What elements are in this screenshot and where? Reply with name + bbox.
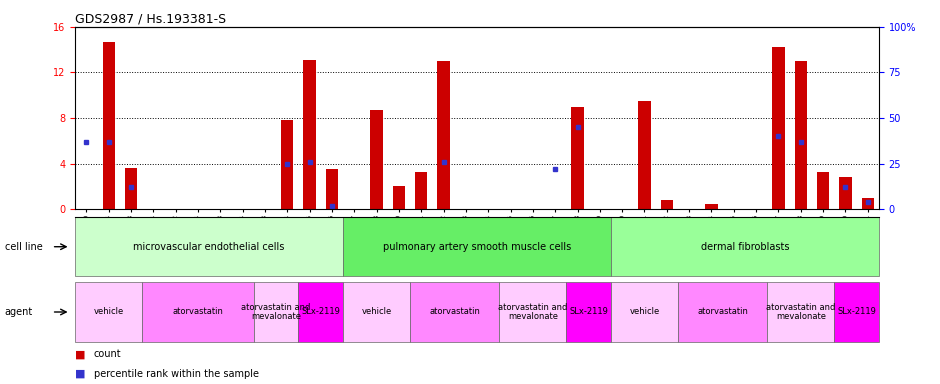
Text: vehicle: vehicle [362,308,392,316]
Bar [410,282,499,342]
Bar [370,110,383,209]
Text: atorvastatin and
mevalonate: atorvastatin and mevalonate [498,303,568,321]
Bar [393,187,405,209]
Bar [773,47,785,209]
Bar [437,61,449,209]
Bar [566,282,611,342]
Bar [611,217,879,276]
Text: atorvastatin: atorvastatin [697,308,748,316]
Bar [678,282,767,342]
Bar [102,42,115,209]
Text: SLx-2119: SLx-2119 [838,308,876,316]
Bar [326,169,338,209]
Bar [794,61,807,209]
Text: ■: ■ [75,349,86,359]
Text: atorvastatin and
mevalonate: atorvastatin and mevalonate [766,303,836,321]
Bar [415,172,428,209]
Bar [767,282,835,342]
Bar [75,217,343,276]
Bar [343,217,611,276]
Text: GDS2987 / Hs.193381-S: GDS2987 / Hs.193381-S [75,13,227,26]
Bar [499,282,566,342]
Bar [638,101,650,209]
Text: atorvastatin: atorvastatin [173,308,224,316]
Text: SLx-2119: SLx-2119 [302,308,340,316]
Text: count: count [94,349,121,359]
Bar [611,282,678,342]
Bar [834,282,879,342]
Text: dermal fibroblasts: dermal fibroblasts [700,242,790,252]
Bar [661,200,673,209]
Bar [142,282,254,342]
Text: ■: ■ [75,369,86,379]
Text: atorvastatin: atorvastatin [430,308,480,316]
Text: cell line: cell line [5,242,42,252]
Bar [705,204,717,209]
Bar [862,198,874,209]
Bar [839,177,852,209]
Text: vehicle: vehicle [630,308,660,316]
Bar [75,282,142,342]
Bar [343,282,410,342]
Bar [572,107,584,209]
Text: pulmonary artery smooth muscle cells: pulmonary artery smooth muscle cells [383,242,572,252]
Bar [817,172,829,209]
Text: SLx-2119: SLx-2119 [570,308,608,316]
Bar [125,168,137,209]
Bar [299,282,343,342]
Bar [281,120,293,209]
Bar [254,282,299,342]
Text: agent: agent [5,307,33,317]
Text: vehicle: vehicle [94,308,124,316]
Bar [304,60,316,209]
Text: atorvastatin and
mevalonate: atorvastatin and mevalonate [242,303,311,321]
Text: microvascular endothelial cells: microvascular endothelial cells [133,242,285,252]
Text: percentile rank within the sample: percentile rank within the sample [94,369,259,379]
